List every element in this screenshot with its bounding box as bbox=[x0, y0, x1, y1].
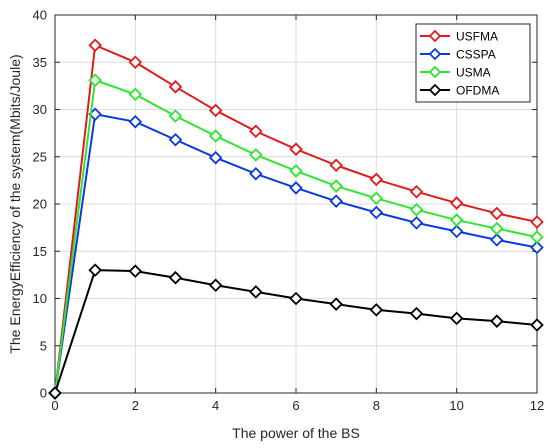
data-point-marker bbox=[208, 150, 223, 165]
data-point-marker bbox=[369, 205, 384, 220]
data-point-marker bbox=[48, 386, 62, 400]
x-tick-label: 10 bbox=[449, 398, 463, 413]
data-point-marker bbox=[369, 191, 384, 206]
x-tick-label: 8 bbox=[373, 398, 380, 413]
series-usfma bbox=[48, 38, 544, 400]
y-tick-label: 30 bbox=[33, 102, 47, 117]
data-point-marker bbox=[128, 55, 143, 70]
series-lines bbox=[48, 38, 544, 400]
x-tick-label: 12 bbox=[530, 398, 544, 413]
data-point-marker bbox=[208, 278, 223, 293]
data-point-marker bbox=[289, 291, 303, 306]
legend-label: OFDMA bbox=[456, 84, 499, 98]
data-point-marker bbox=[369, 172, 384, 187]
y-tick-label: 25 bbox=[33, 149, 47, 164]
legend-item-csspa: CSSPA bbox=[420, 48, 496, 62]
x-tick-label: 4 bbox=[212, 398, 219, 413]
data-point-marker bbox=[289, 142, 303, 156]
data-point-marker bbox=[409, 202, 424, 217]
data-point-marker bbox=[128, 115, 143, 129]
data-point-marker bbox=[530, 318, 544, 332]
data-point-marker bbox=[88, 73, 102, 87]
data-point-marker bbox=[249, 124, 263, 139]
x-tick-label: 2 bbox=[132, 398, 139, 413]
legend-item-ofdma: OFDMA bbox=[420, 84, 499, 98]
data-point-marker bbox=[168, 109, 183, 123]
data-point-marker bbox=[449, 311, 464, 326]
data-point-marker bbox=[128, 87, 143, 102]
data-point-marker bbox=[530, 240, 544, 255]
legend-item-usma: USMA bbox=[420, 66, 491, 80]
data-point-marker bbox=[168, 270, 183, 285]
data-point-marker bbox=[249, 166, 263, 181]
data-point-marker bbox=[168, 80, 183, 94]
x-axis-label: The power of the BS bbox=[232, 425, 360, 441]
data-point-marker bbox=[409, 216, 424, 230]
data-point-marker bbox=[530, 230, 544, 244]
data-point-marker bbox=[289, 164, 303, 178]
legend-marker bbox=[428, 65, 442, 79]
data-point-marker bbox=[449, 224, 464, 239]
data-point-marker bbox=[490, 221, 504, 236]
data-point-marker bbox=[329, 194, 343, 208]
legend-marker bbox=[428, 83, 442, 97]
y-tick-label: 20 bbox=[33, 197, 47, 212]
data-point-marker bbox=[88, 263, 102, 277]
x-tick-label: 0 bbox=[51, 398, 58, 413]
legend-label: CSSPA bbox=[456, 48, 496, 62]
data-point-marker bbox=[168, 132, 183, 147]
data-point-marker bbox=[208, 129, 223, 143]
y-tick-label: 10 bbox=[33, 291, 47, 306]
y-axis-label: The EnergyEfficiency of the system(Mbits… bbox=[7, 54, 23, 353]
x-tick-label: 6 bbox=[292, 398, 299, 413]
y-tick-label: 35 bbox=[33, 55, 47, 70]
data-point-marker bbox=[369, 303, 384, 317]
data-point-marker bbox=[490, 206, 504, 221]
data-point-marker bbox=[329, 158, 343, 173]
axis-ticks: 0 2 4 6 8 10 12 0 5 10 15 20 25 30 35 40 bbox=[33, 8, 545, 414]
data-point-marker bbox=[249, 148, 263, 162]
data-point-marker bbox=[409, 184, 424, 199]
legend-label: USFMA bbox=[456, 30, 498, 44]
data-point-marker bbox=[88, 38, 102, 53]
data-point-marker bbox=[208, 103, 223, 118]
data-point-marker bbox=[289, 181, 303, 195]
data-point-marker bbox=[329, 179, 343, 193]
legend-marker bbox=[428, 47, 442, 61]
data-point-marker bbox=[409, 306, 424, 321]
series-ofdma bbox=[48, 263, 544, 400]
y-tick-label: 15 bbox=[33, 244, 47, 259]
data-point-marker bbox=[249, 285, 263, 299]
data-point-marker bbox=[449, 213, 464, 227]
legend-marker bbox=[428, 29, 442, 43]
data-point-marker bbox=[329, 297, 343, 311]
data-point-marker bbox=[490, 314, 504, 328]
data-point-marker bbox=[530, 215, 544, 229]
y-tick-label: 40 bbox=[33, 8, 47, 23]
data-point-marker bbox=[128, 264, 143, 278]
legend: USFMA CSSPA USMA OFDMA bbox=[415, 23, 531, 103]
y-tick-label: 0 bbox=[40, 386, 47, 401]
legend-item-usfma: USFMA bbox=[420, 30, 498, 44]
legend-label: USMA bbox=[456, 66, 491, 80]
y-tick-label: 5 bbox=[40, 338, 47, 353]
data-point-marker bbox=[490, 233, 504, 247]
data-point-marker bbox=[449, 196, 464, 210]
